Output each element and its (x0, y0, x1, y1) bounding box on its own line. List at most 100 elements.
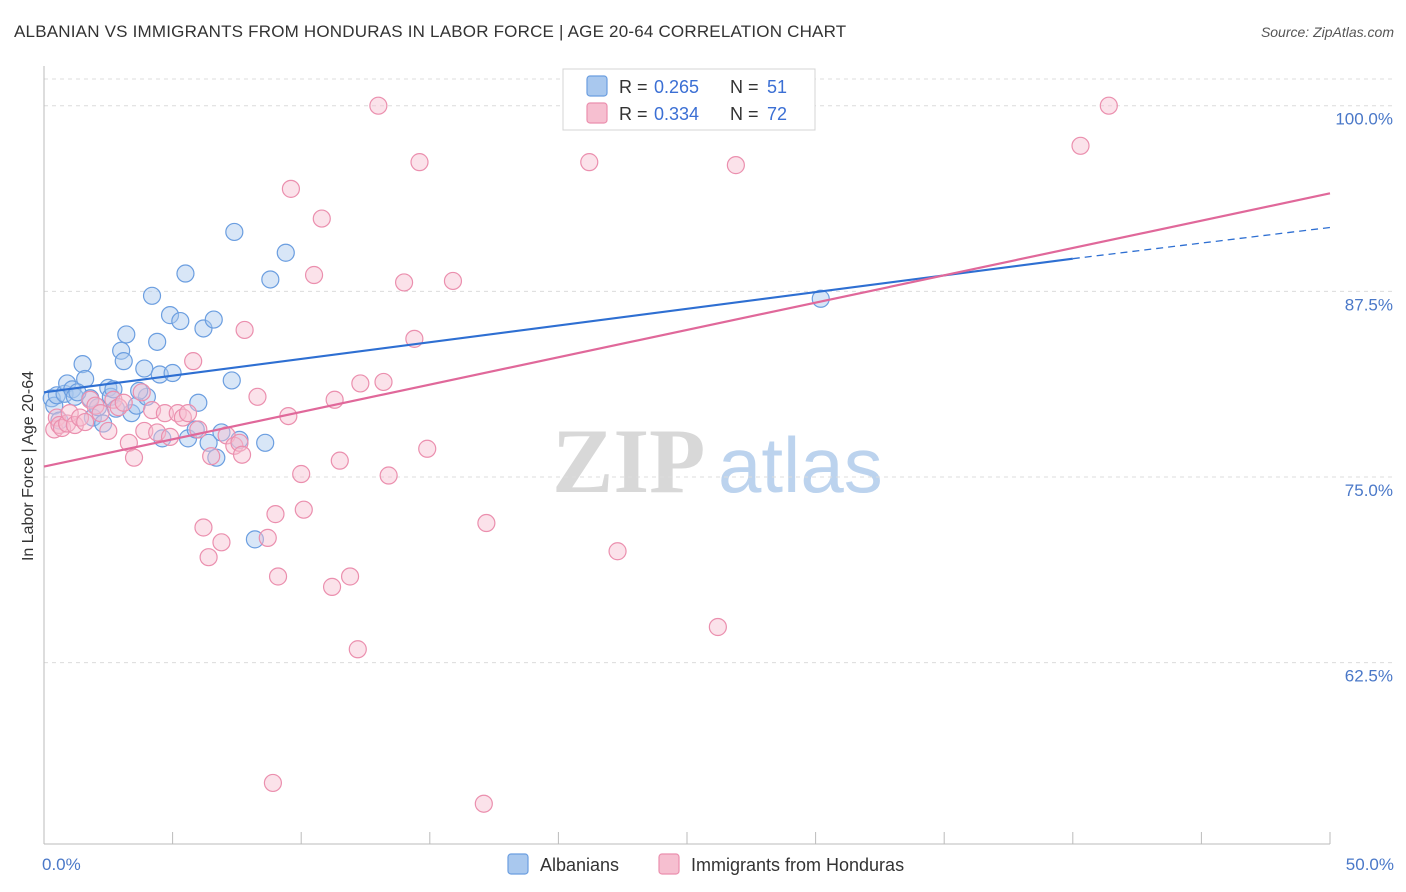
honduras-point-71 (726, 156, 745, 175)
axes (43, 66, 1331, 845)
honduras-point-2 (50, 415, 69, 435)
honduras-point-47 (304, 265, 324, 285)
honduras-point-15 (114, 393, 133, 412)
honduras-point-70 (1099, 96, 1118, 115)
honduras-point-41 (266, 505, 285, 524)
y-tick-label-0: 62.5% (1345, 667, 1393, 686)
albanians-point-42 (225, 222, 244, 242)
honduras-point-8 (76, 412, 95, 432)
honduras-point-38 (248, 387, 267, 406)
honduras-point-35 (230, 433, 249, 452)
honduras-point-29 (194, 518, 213, 537)
honduras-point-62 (443, 271, 463, 291)
honduras-point-58 (394, 273, 414, 292)
honduras-point-53 (348, 640, 367, 659)
albanians-point-32 (176, 264, 195, 283)
honduras-point-5 (60, 404, 79, 423)
honduras-point-45 (292, 464, 311, 484)
albanians-point-20 (117, 325, 136, 344)
honduras-point-39 (258, 528, 277, 547)
albanians-point-45 (256, 433, 275, 452)
albanians-point-8 (73, 355, 92, 374)
series-honduras (45, 96, 1118, 813)
honduras-point-22 (155, 404, 174, 423)
honduras-point-48 (312, 209, 331, 228)
albanians-point-29 (160, 306, 180, 325)
albanians-point-37 (199, 433, 218, 452)
legend-r-value-albanians: 0.265 (654, 77, 699, 97)
trendline-honduras (43, 192, 1331, 468)
honduras-point-64 (477, 513, 496, 533)
honduras-point-12 (99, 421, 118, 441)
albanians-point-25 (142, 286, 162, 305)
legend-swatch-albanians (586, 75, 608, 97)
albanians-point-31 (171, 311, 190, 331)
legend-n-label-albanians: N = (730, 77, 759, 97)
honduras-point-40 (263, 773, 283, 793)
legend-n-value-honduras: 72 (767, 104, 787, 124)
honduras-point-56 (374, 372, 393, 392)
chart-title: ALBANIAN VS IMMIGRANTS FROM HONDURAS IN … (14, 22, 847, 41)
bottom-legend-label-honduras: Immigrants from Honduras (691, 855, 904, 875)
honduras-point-68 (708, 617, 727, 637)
bottom-legend-swatch-honduras (658, 853, 680, 875)
legend-swatch-honduras (586, 102, 608, 124)
honduras-point-27 (184, 352, 203, 371)
albanians-point-23 (135, 359, 154, 378)
albanians-point-38 (204, 310, 223, 329)
honduras-point-17 (124, 448, 144, 467)
legend-r-label-honduras: R = (619, 104, 648, 124)
y-tick-label-2: 87.5% (1345, 295, 1393, 314)
gridlines (44, 78, 1392, 664)
bottom-legend-label-albanians: Albanians (540, 855, 619, 875)
honduras-point-31 (202, 447, 221, 466)
trendline-albanians (43, 257, 1073, 394)
albanians-point-16 (104, 380, 123, 399)
honduras-point-66 (608, 542, 627, 561)
albanians-point-47 (276, 243, 295, 262)
legend-n-label-honduras: N = (730, 104, 759, 124)
honduras-point-23 (160, 427, 180, 446)
honduras-point-11 (91, 404, 110, 423)
y-tick-label-1: 75.0% (1345, 481, 1393, 500)
albanians-point-19 (114, 352, 133, 371)
honduras-point-63 (474, 794, 493, 813)
honduras-point-49 (322, 577, 342, 596)
watermark-zip: ZIP (552, 410, 705, 512)
honduras-point-65 (580, 153, 599, 172)
honduras-point-57 (379, 466, 398, 485)
honduras-point-54 (351, 374, 370, 393)
albanians-point-30 (163, 363, 182, 383)
honduras-point-46 (294, 500, 313, 519)
honduras-point-18 (132, 383, 151, 402)
honduras-point-30 (199, 548, 218, 567)
honduras-point-36 (232, 445, 252, 464)
honduras-point-26 (178, 404, 198, 423)
trendline-albanians-extension (1072, 226, 1331, 260)
albanians-point-41 (222, 371, 241, 390)
albanians-point-46 (261, 270, 280, 289)
honduras-point-61 (418, 439, 437, 458)
y-tick-label-3: 100.0% (1335, 110, 1393, 129)
trendlines (43, 192, 1331, 468)
source-label: Source: ZipAtlas.com (1260, 24, 1394, 40)
albanians-point-26 (148, 332, 167, 351)
bottom-legend-swatch-albanians (507, 853, 529, 875)
x-tick-label-0: 0.0% (42, 855, 81, 874)
honduras-point-42 (268, 567, 288, 586)
x-tick-labels: 0.0% 50.0% (42, 855, 1394, 874)
bottom-legend: Albanians Immigrants from Honduras (507, 853, 904, 875)
honduras-point-44 (281, 179, 301, 198)
honduras-point-55 (369, 96, 388, 115)
honduras-point-52 (340, 567, 360, 586)
legend-r-label-albanians: R = (619, 77, 648, 97)
x-tick-label-1: 50.0% (1346, 855, 1394, 874)
legend-box: R = 0.265 N = 51 R = 0.334 N = 72 (562, 68, 816, 131)
honduras-point-69 (1071, 136, 1090, 155)
y-axis-title: In Labor Force | Age 20-64 (20, 371, 37, 561)
series-albanians (42, 222, 830, 549)
legend-n-value-albanians: 51 (767, 77, 787, 97)
y-tick-labels: 62.5% 75.0% 87.5% 100.0% (1335, 110, 1393, 686)
legend-r-value-honduras: 0.334 (654, 104, 699, 124)
